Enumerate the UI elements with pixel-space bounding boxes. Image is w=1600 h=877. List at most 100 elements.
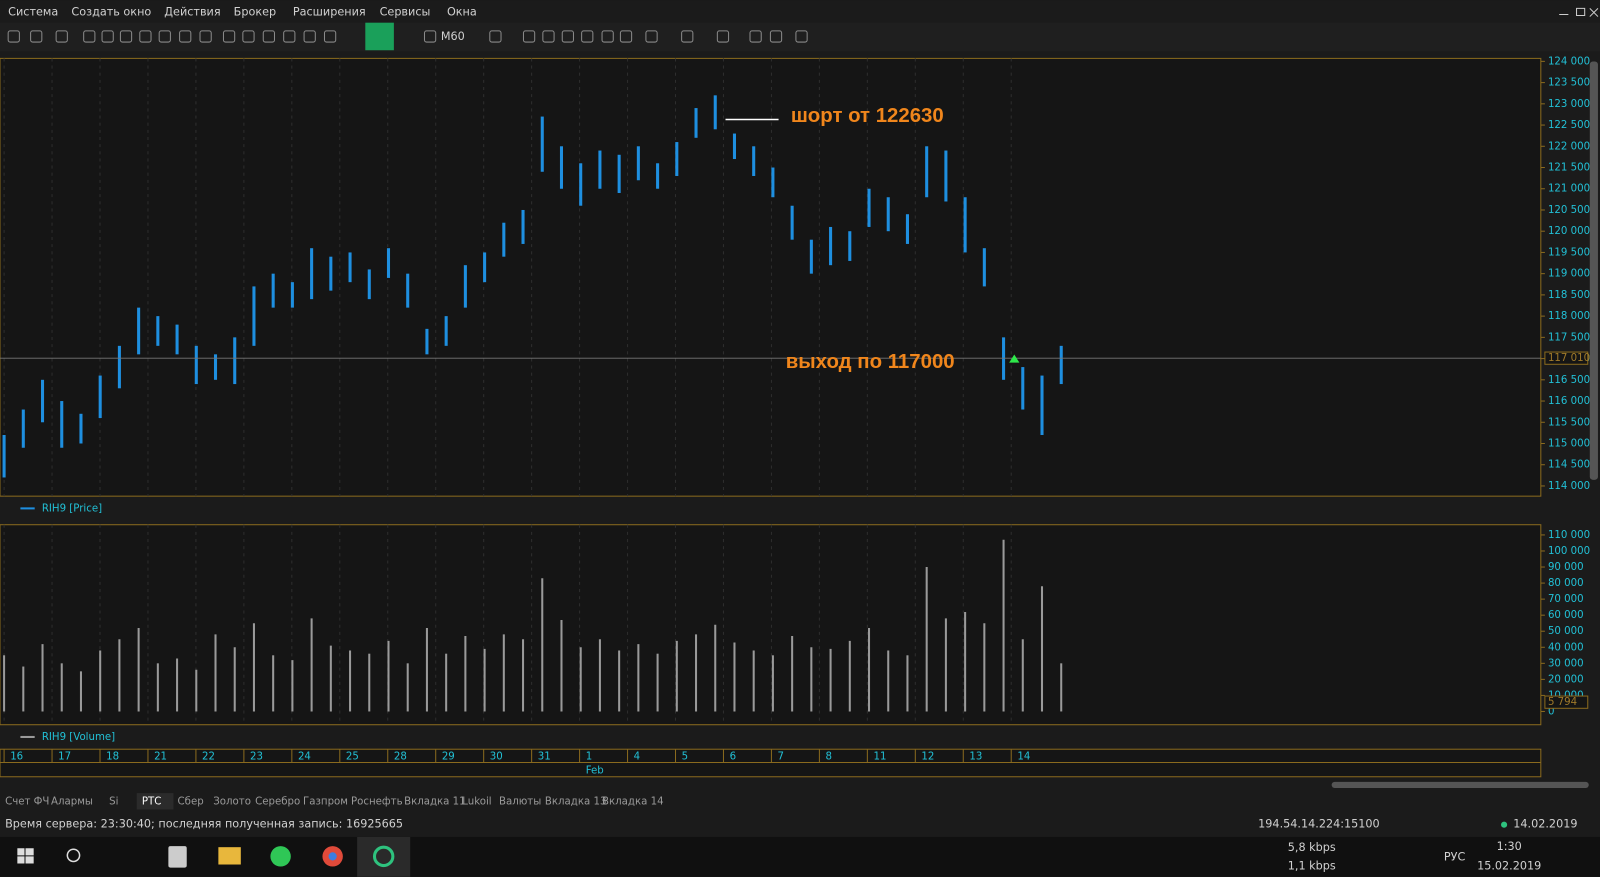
- toolbar-icon[interactable]: [601, 30, 614, 43]
- search-icon[interactable]: [66, 848, 81, 863]
- menu-item[interactable]: Окна: [447, 5, 477, 18]
- tab[interactable]: Вкладка 11: [404, 796, 466, 807]
- date-label: 12: [921, 751, 934, 762]
- y-tick-label: 122 500: [1548, 120, 1590, 131]
- toolbar-icon[interactable]: [242, 30, 255, 43]
- date-label: 24: [298, 751, 311, 762]
- start-button[interactable]: [17, 848, 34, 864]
- chrome-center: [328, 852, 337, 861]
- date-label: 17: [58, 751, 71, 762]
- menu-item[interactable]: Создать окно: [71, 5, 151, 18]
- date-label: 25: [346, 751, 359, 762]
- toolbar-icon[interactable]: [55, 30, 68, 43]
- tab[interactable]: Алармы: [51, 796, 93, 807]
- date-label: 11: [873, 751, 886, 762]
- tab[interactable]: Сбер: [178, 796, 204, 807]
- date-label: 29: [442, 751, 455, 762]
- menu-item[interactable]: Действия: [164, 5, 220, 18]
- y-tick-label: 122 000: [1548, 141, 1590, 152]
- menu-item[interactable]: Система: [8, 5, 58, 18]
- toolbar-icon[interactable]: [561, 30, 574, 43]
- toolbar-icon[interactable]: [283, 30, 296, 43]
- server-address: 194.54.14.224:15100: [1258, 818, 1380, 831]
- toolbar-icon[interactable]: [303, 30, 316, 43]
- tab[interactable]: Lukoil: [462, 796, 491, 807]
- toolbar-icon[interactable]: [769, 30, 783, 43]
- y-tick-label: 110 000: [1548, 530, 1590, 541]
- folder-icon[interactable]: [218, 847, 241, 865]
- lang[interactable]: РУС: [1444, 850, 1466, 863]
- toolbar-icon[interactable]: [323, 30, 337, 43]
- toolbar-icon[interactable]: [542, 30, 555, 43]
- whatsapp-icon[interactable]: [270, 846, 291, 867]
- last-label-box: [1544, 351, 1589, 365]
- tab[interactable]: Вкладка 13: [545, 796, 607, 807]
- toolbar-icon[interactable]: [645, 30, 658, 43]
- toolbar-icon[interactable]: [179, 30, 192, 43]
- date-label: 21: [154, 751, 167, 762]
- toolbar-icon[interactable]: [522, 30, 536, 43]
- timeframe[interactable]: M60: [441, 30, 465, 43]
- toolbar-icon[interactable]: [30, 30, 43, 43]
- y-tick-label: 30 000: [1548, 658, 1584, 669]
- toolbar-icon[interactable]: [619, 30, 633, 43]
- toolbar: [0, 22, 1600, 52]
- tab[interactable]: Роснефть: [351, 796, 403, 807]
- price-panel: [0, 57, 1542, 497]
- menu-item[interactable]: Брокер: [234, 5, 276, 18]
- y-tick-label: 116 500: [1548, 375, 1590, 386]
- y-tick-label: 118 000: [1548, 311, 1590, 322]
- date-label: 6: [730, 751, 736, 762]
- y-tick-label: 114 500: [1548, 460, 1590, 471]
- conn-dot: [1501, 821, 1508, 828]
- active-app[interactable]: [357, 836, 411, 877]
- toolbar-icon[interactable]: [7, 30, 20, 43]
- logo-icon[interactable]: [365, 22, 394, 51]
- scrollbar[interactable]: [1331, 781, 1589, 788]
- menu-item[interactable]: Сервисы: [380, 5, 431, 18]
- menu-item[interactable]: Расширения: [293, 5, 366, 18]
- tab[interactable]: РТС: [142, 796, 161, 807]
- toolbar-icon[interactable]: [681, 30, 694, 43]
- toolbar-icon[interactable]: [262, 30, 275, 43]
- y-tick-label: 121 000: [1548, 184, 1590, 195]
- toolbar-icon[interactable]: [489, 30, 502, 43]
- date-label: 1: [586, 751, 592, 762]
- tab[interactable]: Золото: [213, 796, 251, 807]
- y-tick-label: 119 500: [1548, 247, 1590, 258]
- v-scrollbar[interactable]: [1589, 61, 1598, 480]
- tab[interactable]: Серебро: [255, 796, 300, 807]
- tab[interactable]: Si: [109, 796, 118, 807]
- tab[interactable]: Газпром: [303, 796, 348, 807]
- tab[interactable]: Вкладка 14: [602, 796, 664, 807]
- y-tick-label: 50 000: [1548, 626, 1584, 637]
- toolbar-icon[interactable]: [716, 30, 730, 43]
- toolbar-icon[interactable]: [101, 30, 114, 43]
- status-date: 14.02.2019: [1513, 818, 1577, 831]
- net-down: 5,8 kbps: [1288, 841, 1336, 854]
- toolbar-icon[interactable]: [222, 30, 236, 43]
- date-label: 8: [826, 751, 832, 762]
- y-tick-label: 115 500: [1548, 417, 1590, 428]
- toolbar-icon[interactable]: [119, 30, 133, 43]
- toolbar-icon[interactable]: [139, 30, 152, 43]
- date-label: 28: [394, 751, 407, 762]
- toolbar-icon[interactable]: [795, 30, 808, 43]
- toolbar-icon[interactable]: [423, 30, 437, 43]
- calc-icon[interactable]: [168, 846, 187, 868]
- y-tick-label: 70 000: [1548, 594, 1584, 605]
- tab[interactable]: Счет ФЧ: [5, 796, 49, 807]
- window-controls[interactable]: [1559, 7, 1599, 17]
- toolbar-icon[interactable]: [83, 30, 96, 43]
- toolbar-icon[interactable]: [158, 30, 171, 43]
- date-label: 18: [106, 751, 119, 762]
- quik-icon[interactable]: [372, 845, 395, 868]
- y-tick-label: 120 000: [1548, 226, 1590, 237]
- y-tick-label: 40 000: [1548, 642, 1584, 653]
- toolbar-icon[interactable]: [749, 30, 762, 43]
- toolbar-icon[interactable]: [199, 30, 212, 43]
- tab[interactable]: Валюты: [499, 796, 541, 807]
- toolbar-icon[interactable]: [581, 30, 594, 43]
- active-tab: [136, 793, 174, 810]
